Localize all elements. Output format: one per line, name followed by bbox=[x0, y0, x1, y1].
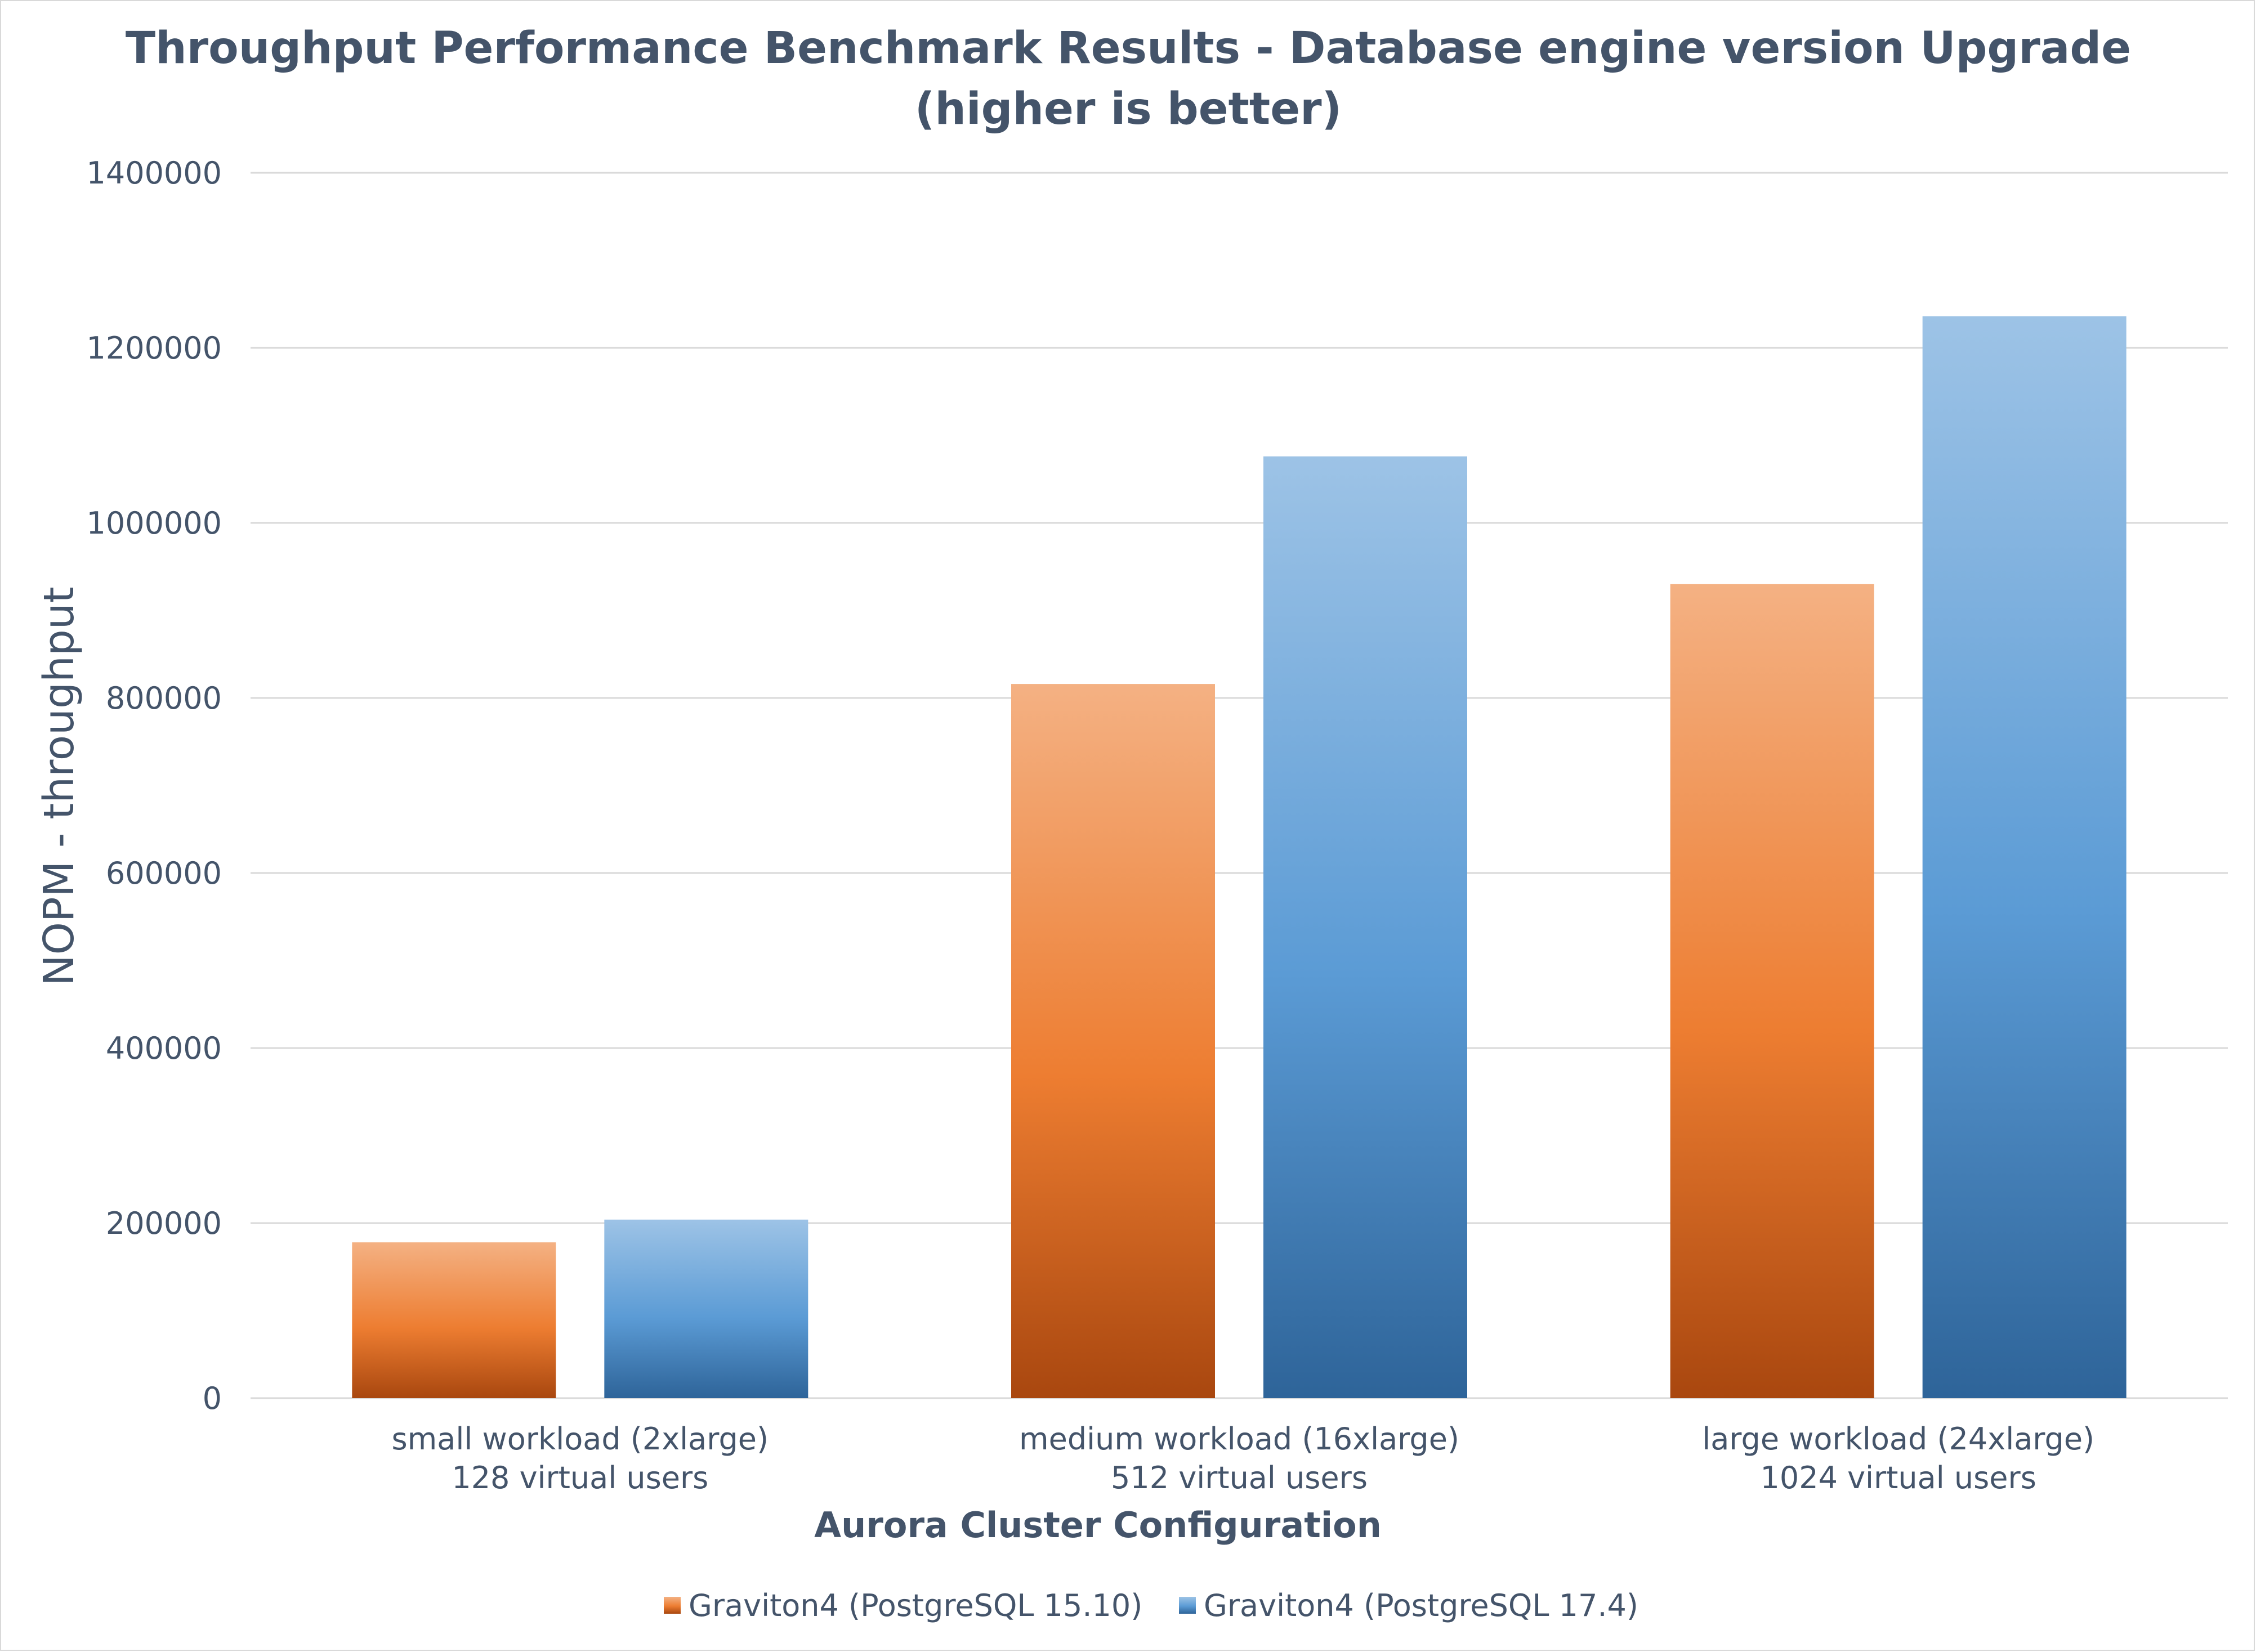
x-category-label-line1: medium workload (16xlarge) bbox=[1019, 1421, 1459, 1457]
x-category-label-line1: large workload (24xlarge) bbox=[1702, 1421, 2094, 1457]
x-category-label-line2: 128 virtual users bbox=[452, 1460, 708, 1496]
legend-label-pg15: Graviton4 (PostgreSQL 15.10) bbox=[689, 1588, 1142, 1623]
y-tick-label: 800000 bbox=[106, 681, 222, 716]
legend-swatch-pg17 bbox=[1179, 1597, 1196, 1614]
chart-title-line1: Throughput Performance Benchmark Results… bbox=[126, 23, 2131, 74]
legend-label-pg17: Graviton4 (PostgreSQL 17.4) bbox=[1204, 1588, 1638, 1623]
y-tick-label: 1200000 bbox=[87, 330, 222, 366]
x-category-label-line1: small workload (2xlarge) bbox=[392, 1421, 769, 1457]
x-category-label-line2: 1024 virtual users bbox=[1761, 1460, 2036, 1496]
bar-pg15-0 bbox=[352, 1242, 556, 1398]
y-tick-label: 600000 bbox=[106, 856, 222, 891]
y-tick-label: 0 bbox=[203, 1381, 222, 1416]
bar-pg17-0 bbox=[604, 1219, 808, 1398]
y-tick-label: 200000 bbox=[106, 1206, 222, 1241]
gridlines bbox=[251, 172, 2228, 1399]
legend: Graviton4 (PostgreSQL 15.10) Graviton4 (P… bbox=[664, 1588, 1638, 1623]
x-axis-title: Aurora Cluster Configuration bbox=[814, 1505, 1382, 1546]
y-tick-label: 1000000 bbox=[87, 505, 222, 541]
chart-title-line2: (higher is better) bbox=[915, 84, 1342, 135]
bar-pg15-1 bbox=[1011, 684, 1215, 1398]
y-axis-ticks: 0 200000 400000 600000 800000 1000000 1200000 1… bbox=[87, 155, 222, 1416]
y-tick-label: 1400000 bbox=[87, 155, 222, 191]
bars bbox=[352, 316, 2127, 1398]
bar-pg17-1 bbox=[1263, 456, 1467, 1398]
bar-pg17-2 bbox=[1922, 316, 2127, 1398]
legend-swatch-pg15 bbox=[664, 1597, 681, 1614]
y-axis-title: NOPM - throughput bbox=[35, 587, 83, 986]
bar-pg15-2 bbox=[1670, 584, 1874, 1398]
y-tick-label: 400000 bbox=[106, 1031, 222, 1066]
x-axis-categories: small workload (2xlarge)128 virtual user… bbox=[392, 1421, 2095, 1496]
x-category-label-line2: 512 virtual users bbox=[1111, 1460, 1368, 1496]
